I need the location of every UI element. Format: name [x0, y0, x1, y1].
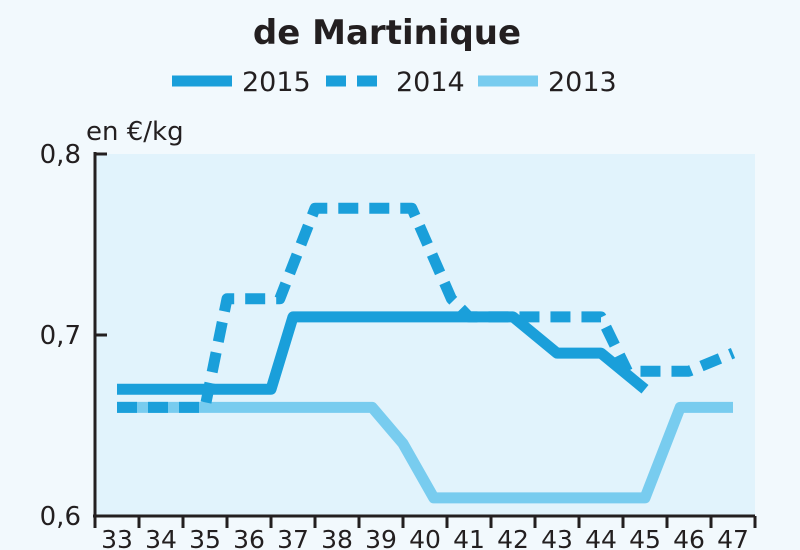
chart-legend: 2015 2014 2013: [172, 67, 617, 98]
legend-label-2015: 2015: [242, 67, 311, 98]
plot-area: [95, 154, 755, 516]
axis-layer: 0,6 0,7 0,8 33 34 35 36 37 38 39 40 41 42 43 44 45 46 47: [40, 140, 757, 550]
x-tick-label: 46: [673, 525, 705, 550]
chart-title: de Martinique: [253, 13, 521, 53]
y-axis-unit-label: en €/kg: [86, 117, 184, 147]
x-tick-label: 44: [585, 525, 617, 550]
legend-label-2014: 2014: [396, 67, 465, 98]
x-tick-label: 43: [541, 525, 573, 550]
x-tick-label: 37: [277, 525, 309, 550]
y-tick-label: 0,6: [40, 502, 81, 532]
legend-label-2013: 2013: [548, 67, 617, 98]
y-tick-label: 0,8: [40, 140, 81, 170]
x-tick-label: 45: [629, 525, 661, 550]
x-tick-label: 42: [497, 525, 529, 550]
x-tick-label: 33: [101, 525, 133, 550]
x-tick-label: 35: [189, 525, 221, 550]
y-tick-label: 0,7: [40, 321, 81, 351]
x-tick-label: 38: [321, 525, 353, 550]
series-layer: [117, 202, 736, 504]
x-tick-label: 40: [409, 525, 441, 550]
x-tick-label: 36: [233, 525, 265, 550]
x-tick-label: 47: [717, 525, 749, 550]
series-line-2013: [117, 401, 733, 504]
series-line-2015: [117, 311, 649, 395]
x-tick-label: 41: [453, 525, 485, 550]
x-tick-label: 34: [145, 525, 177, 550]
x-tick-label: 39: [365, 525, 397, 550]
